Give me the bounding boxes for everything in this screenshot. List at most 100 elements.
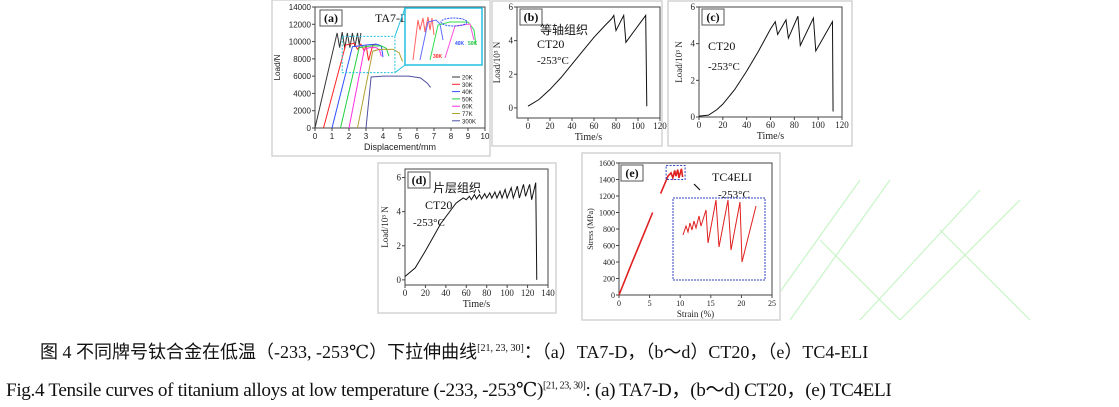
x-tick-label: 9 xyxy=(466,132,471,141)
annotation: CT20 xyxy=(425,198,452,212)
x-tick-label: 120 xyxy=(521,288,535,298)
annotation: 等轴组织 xyxy=(540,22,588,37)
y-tick-label: 6 xyxy=(397,173,402,183)
legend-label: 20K xyxy=(462,76,473,82)
y-tick-label: 0 xyxy=(509,103,514,113)
plot-area xyxy=(404,168,549,286)
y-tick-label: 1000 xyxy=(599,209,615,218)
x-tick-label: 0 xyxy=(526,121,531,131)
x-tick-label: 0 xyxy=(403,288,408,298)
series-line xyxy=(618,212,654,296)
x-tick-label: 10 xyxy=(676,299,684,308)
annotation: CT20 xyxy=(537,37,564,51)
x-tick-label: 6 xyxy=(415,132,420,141)
panel-label-box xyxy=(701,8,725,26)
caption-en-tail: : (a) TA7-D，(b～d) CT20，(e) TC4ELI xyxy=(585,380,892,401)
y-axis-label: Load/10³ N xyxy=(380,206,390,248)
annotation: -253°C xyxy=(413,217,445,229)
x-tick-label: 2 xyxy=(347,132,352,141)
series-line xyxy=(659,168,684,194)
panel-label-box xyxy=(319,9,343,27)
panel-label-box xyxy=(519,8,543,26)
x-tick-label: 80 xyxy=(482,288,492,298)
inset: 30K 40K 50K xyxy=(404,7,483,66)
watermark-line xyxy=(899,199,1021,321)
y-tick-label: 400 xyxy=(603,258,615,267)
y-axis-label: Load/10³ N xyxy=(492,41,502,83)
y-tick-label: 4 xyxy=(691,39,696,49)
zoom-connector xyxy=(394,7,406,37)
caption-en-refs: [21, 23, 30] xyxy=(543,380,586,392)
x-tick-label: 4 xyxy=(381,132,386,141)
y-axis-label: Stress (MPa) xyxy=(586,208,595,250)
legend-label: 300K xyxy=(462,119,476,125)
x-tick-label: 80 xyxy=(790,120,800,130)
x-tick-label: 5 xyxy=(398,132,403,141)
inset-frame xyxy=(404,7,483,66)
y-tick-label: 6000 xyxy=(293,72,311,81)
caption-en-main: Fig.4 Tensile curves of titanium alloys … xyxy=(6,380,544,401)
annotation: -253°C xyxy=(708,61,740,73)
x-tick-label: 80 xyxy=(612,121,622,131)
y-tick-label: 4 xyxy=(509,36,514,46)
panel-title: TA7-D xyxy=(375,11,409,25)
x-tick-label: 15 xyxy=(707,299,715,308)
x-tick-label: 120 xyxy=(835,120,849,130)
y-tick-label: 1600 xyxy=(599,159,615,168)
x-tick-label: 40 xyxy=(441,288,451,298)
panel-c: 0 20 40 60 80 100 120 0 2 4 6 Time/s Load/10³ N (c) CT… xyxy=(667,0,853,147)
y-tick-label: 2000 xyxy=(293,107,311,116)
series-line-40K xyxy=(331,43,384,129)
caption-zh-main: 图 4 不同牌号钛合金在低温（-233, -253℃）下拉伸曲线 xyxy=(40,342,478,362)
y-tick-label: 0 xyxy=(691,112,696,122)
legend-label: 60K xyxy=(462,105,473,111)
panel-a: 0 1 2 3 4 5 6 7 8 9 10 0 2000 4000 6000 8000 10000 12000 1… xyxy=(271,0,491,157)
watermark-line xyxy=(789,179,891,321)
zoom-region xyxy=(665,164,686,181)
legend-label: 30K xyxy=(462,83,473,89)
legend-label: 50K xyxy=(462,97,473,103)
zoom-region xyxy=(341,35,396,74)
x-tick-label: 100 xyxy=(631,121,645,131)
panel-label: (b) xyxy=(524,10,539,24)
series-line-60K xyxy=(348,47,382,129)
y-axis-label: Load/N xyxy=(273,54,282,80)
y-axis-label: Load/10³ N xyxy=(674,41,684,83)
x-tick-label: 0 xyxy=(697,120,702,130)
caption-zh-refs: [21, 23, 30] xyxy=(477,343,524,354)
series-line xyxy=(698,15,834,117)
x-tick-label: 40 xyxy=(742,120,752,130)
y-tick-label: 600 xyxy=(603,242,615,251)
inset-highlight xyxy=(440,17,468,27)
y-tick-label: 8000 xyxy=(293,55,311,64)
watermark-line xyxy=(819,239,901,321)
panel-label-box xyxy=(407,171,431,189)
series-line xyxy=(527,13,648,107)
y-tick-label: 2 xyxy=(691,75,696,85)
series-line-20K xyxy=(314,31,362,129)
x-tick-label: 40 xyxy=(568,121,578,131)
inset-line-50K xyxy=(429,21,477,61)
legend-label: 77K xyxy=(462,112,473,118)
x-tick-label: 60 xyxy=(462,288,472,298)
y-tick-label: 10000 xyxy=(289,38,312,47)
x-axis-label: Time/s xyxy=(575,132,603,143)
inset-line xyxy=(682,199,757,263)
y-tick-label: 6 xyxy=(691,2,696,12)
y-tick-label: 200 xyxy=(603,275,615,284)
x-tick-label: 60 xyxy=(590,121,600,131)
y-tick-label: 0 xyxy=(397,275,402,285)
y-tick-label: 2 xyxy=(397,241,402,251)
series-line-300K xyxy=(365,75,431,129)
panel-e: 0 5 10 15 20 25 0 200 400 600 800 1000 1200 1400 1600 S… xyxy=(581,152,781,321)
x-tick-label: 0 xyxy=(313,132,318,141)
watermark-line xyxy=(859,189,981,321)
x-tick-label: 140 xyxy=(541,288,555,298)
panel-label: (d) xyxy=(412,173,427,187)
x-axis-label: Time/s xyxy=(463,299,491,310)
x-tick-label: 20 xyxy=(737,299,745,308)
y-tick-label: 2 xyxy=(509,69,514,79)
caption-english: Fig.4 Tensile curves of titanium alloys … xyxy=(6,374,892,402)
y-tick-label: 4000 xyxy=(293,89,311,98)
series-line xyxy=(404,182,538,280)
